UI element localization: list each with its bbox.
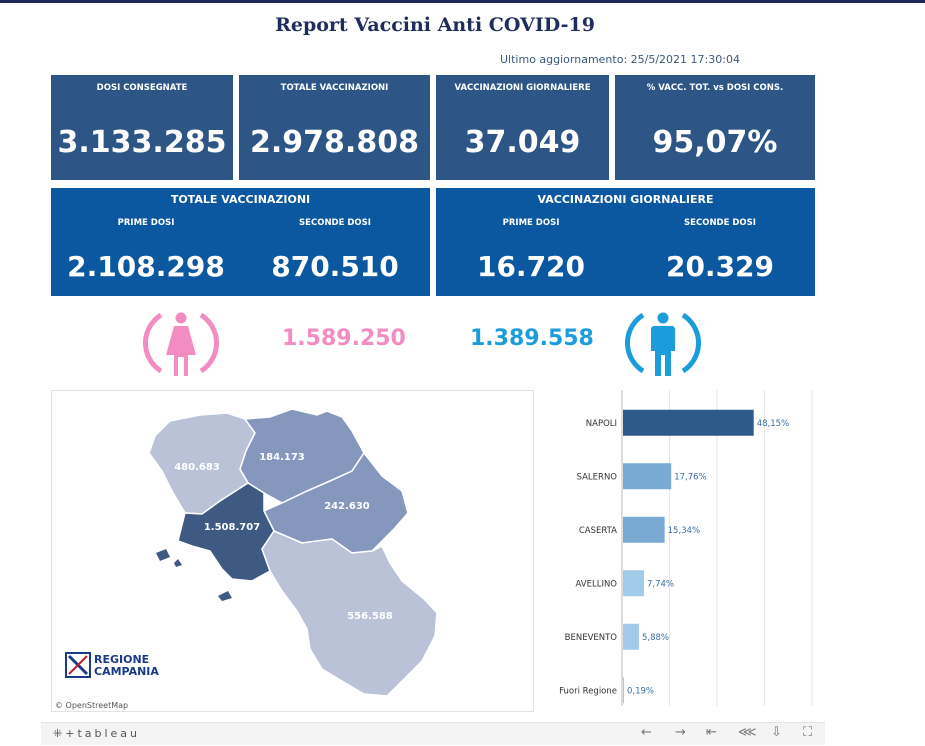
vaccinazioni-giornaliere-panel: VACCINAZIONI GIORNALIERE PRIME DOSI SECO… xyxy=(436,188,815,296)
page-title: Report Vaccini Anti COVID-19 xyxy=(275,14,595,36)
male-value: 1.389.558 xyxy=(470,326,594,351)
last-update: Ultimo aggiornamento: 25/5/2021 17:30:04 xyxy=(500,53,740,66)
bar-caserta[interactable] xyxy=(623,516,665,543)
bar-benevento[interactable] xyxy=(623,623,639,650)
bar-category-label: BENEVENTO xyxy=(565,633,618,643)
top-border xyxy=(0,0,925,3)
fullscreen-icon[interactable]: ⛶ xyxy=(803,725,813,740)
bar-fuori-regione[interactable] xyxy=(623,677,624,704)
kpi-value: 95,07% xyxy=(652,125,778,160)
seconde-dosi-label: SECONDE DOSI xyxy=(684,218,756,228)
bar-value-label: 7,74% xyxy=(647,579,674,589)
kpi-percentuale: % VACC. TOT. vs DOSI CONS. 95,07% xyxy=(615,75,815,180)
female-value: 1.589.250 xyxy=(282,326,406,351)
kpi-label: VACCINAZIONI GIORNALIERE xyxy=(454,83,591,93)
bar-category-label: SALERNO xyxy=(577,472,618,482)
share-icon[interactable]: ⋘ xyxy=(738,725,757,740)
male-icon xyxy=(625,312,701,376)
bar-value-label: 48,15% xyxy=(757,419,789,429)
back-icon[interactable]: ← xyxy=(641,725,652,740)
kpi-vaccinazioni-giornaliere: VACCINAZIONI GIORNALIERE 37.049 xyxy=(436,75,609,180)
province-bar-chart: NAPOLI 48,15% SALERNO 17,76% CASERTA 15,34% AV… xyxy=(540,390,830,712)
bar-avellino[interactable] xyxy=(623,570,645,597)
seconde-dosi-value: 20.329 xyxy=(665,250,775,283)
prime-dosi-value: 2.108.298 xyxy=(67,250,225,283)
panel-title: VACCINAZIONI GIORNALIERE xyxy=(537,193,714,206)
kpi-label: % VACC. TOT. vs DOSI CONS. xyxy=(646,83,784,93)
bar-value-label: 17,76% xyxy=(674,472,706,482)
campania-map[interactable]: 480.683 184.173 242.630 1.508.707 556.58… xyxy=(51,390,534,712)
bar-salerno[interactable] xyxy=(623,463,672,490)
totale-vaccinazioni-panel: TOTALE VACCINAZIONI PRIME DOSI SECONDE D… xyxy=(51,188,430,296)
region-salerno xyxy=(261,530,438,697)
kpi-label: TOTALE VACCINAZIONI xyxy=(280,83,389,93)
bar-category-label: Fuori Regione xyxy=(559,686,617,696)
first-icon[interactable]: ⇤ xyxy=(706,725,717,740)
bar-napoli[interactable] xyxy=(623,409,754,436)
prime-dosi-label: PRIME DOSI xyxy=(502,218,560,228)
kpi-value: 37.049 xyxy=(464,125,581,160)
bar-value-label: 15,34% xyxy=(668,526,700,536)
seconde-dosi-value: 870.510 xyxy=(271,250,399,283)
seconde-dosi-label: SECONDE DOSI xyxy=(299,218,371,228)
label-salerno: 556.588 xyxy=(347,611,393,622)
regione-campania-logo: REGIONE CAMPANIA xyxy=(65,652,159,678)
bar-category-label: NAPOLI xyxy=(586,419,617,429)
tableau-brand[interactable]: ⁜+tableau xyxy=(53,727,141,740)
bar-value-label: 5,88% xyxy=(642,633,669,643)
label-avellino: 242.630 xyxy=(324,501,370,512)
female-icon xyxy=(143,312,219,376)
bar-category-label: AVELLINO xyxy=(576,579,618,589)
panel-title: TOTALE VACCINAZIONI xyxy=(170,193,311,206)
label-caserta: 480.683 xyxy=(174,462,220,473)
download-icon[interactable]: ⇩ xyxy=(771,725,782,740)
bar-category-label: CASERTA xyxy=(579,526,617,536)
forward-icon[interactable]: → xyxy=(675,725,686,740)
kpi-value: 2.978.808 xyxy=(250,125,419,160)
kpi-dosi-consegnate: DOSI CONSEGNATE 3.133.285 xyxy=(51,75,233,180)
logo-line2: CAMPANIA xyxy=(94,665,159,678)
prime-dosi-label: PRIME DOSI xyxy=(117,218,175,228)
label-napoli: 1.508.707 xyxy=(204,522,260,533)
kpi-totale-vaccinazioni: TOTALE VACCINAZIONI 2.978.808 xyxy=(239,75,430,180)
bar-value-label: 0,19% xyxy=(627,686,654,696)
kpi-value: 3.133.285 xyxy=(57,125,227,160)
label-benevento: 184.173 xyxy=(259,452,305,463)
map-attribution: © OpenStreetMap xyxy=(55,701,128,710)
prime-dosi-value: 16.720 xyxy=(476,250,586,283)
kpi-label: DOSI CONSEGNATE xyxy=(96,83,188,93)
tableau-toolbar: ⁜+tableau ← → ⇤ ⋘ ⇩ ⛶ xyxy=(41,722,825,745)
logo-line1: REGIONE xyxy=(94,653,149,666)
